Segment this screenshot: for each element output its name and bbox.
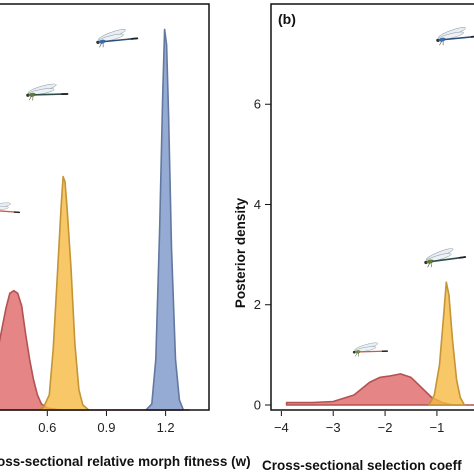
panel-a: 0.6 0.9 1.2 Cross-sectional relative morph…: [0, 3, 251, 469]
y-tick-label: 0: [254, 397, 261, 412]
density-series-1-1: [428, 281, 466, 406]
x-tick-label: −3: [326, 420, 341, 435]
panel-b-density-areas: [285, 281, 474, 406]
damselfly-icon-yellow: [421, 243, 467, 270]
panel-a-density-areas: [0, 28, 191, 411]
damselfly-icon-red: [351, 339, 389, 358]
panel-b-y-axis-title: Posterior density: [233, 197, 248, 308]
panel-b-tag: (b): [278, 11, 296, 27]
x-tick-label: 0.9: [97, 420, 115, 435]
panel-a-x-tick-labels: 0.6 0.9 1.2: [38, 411, 175, 435]
y-tick-label: 2: [254, 297, 261, 312]
panel-b-x-axis-title: Cross-sectional selection coeff: [262, 458, 462, 473]
damselfly-icon-blue: [93, 24, 139, 50]
panel-a-frame: [0, 3, 210, 411]
x-tick-label: 0.6: [38, 420, 56, 435]
damselfly-icon-red: [0, 200, 20, 216]
x-tick-label: 1.2: [157, 420, 175, 435]
damselfly-icon-yellow: [24, 80, 69, 102]
damselfly-icon-blue: [433, 22, 474, 48]
x-tick-label: −4: [274, 420, 289, 435]
density-series-0-2: [145, 28, 185, 411]
y-tick-label: 4: [254, 197, 261, 212]
panel-b: −4 −3 −2 −1 0 2 4 6 (b) Posterior density Cross…: [233, 3, 474, 473]
panel-b-axis-ticks: −4 −3 −2 −1 0 2 4 6: [254, 97, 445, 435]
y-tick-label: 6: [254, 97, 261, 112]
x-tick-label: −1: [430, 420, 445, 435]
panel-a-x-axis-title: Cross-sectional relative morph fitness (…: [0, 454, 251, 469]
x-tick-label: −2: [378, 420, 393, 435]
density-series-0-1: [36, 175, 90, 411]
panel-b-frame: [270, 3, 474, 411]
